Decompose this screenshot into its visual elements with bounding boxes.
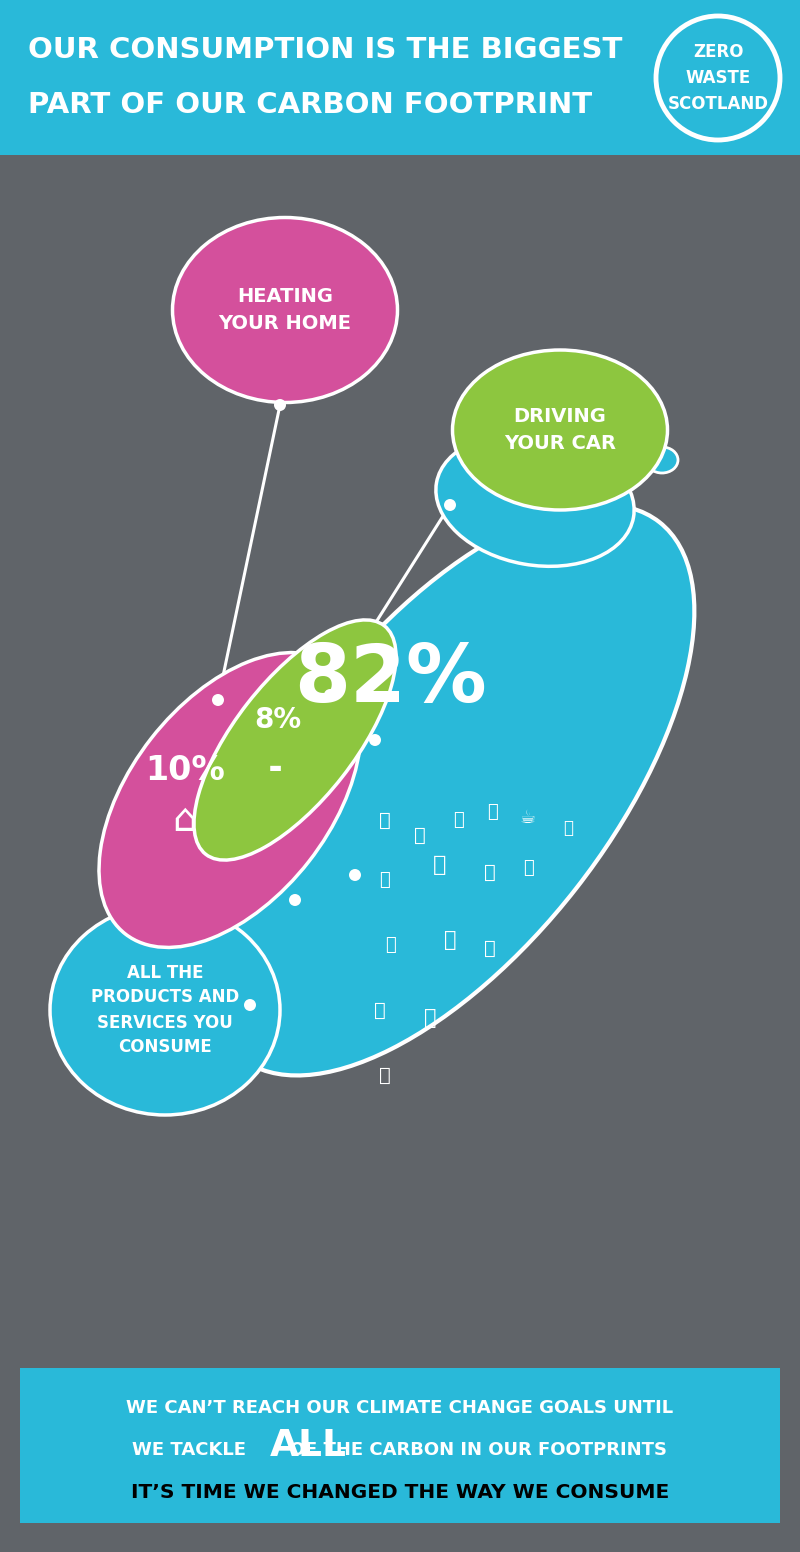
Circle shape — [289, 894, 301, 906]
Text: 📚: 📚 — [379, 810, 391, 829]
Circle shape — [349, 869, 361, 882]
Bar — [20, 1367, 780, 1523]
Text: IT’S TIME WE CHANGED THE WAY WE CONSUME: IT’S TIME WE CHANGED THE WAY WE CONSUME — [131, 1484, 669, 1502]
Text: 🍗: 🍗 — [484, 939, 496, 958]
Circle shape — [324, 689, 336, 702]
Text: 👕: 👕 — [385, 936, 395, 954]
Text: 👕: 👕 — [380, 871, 390, 889]
Text: ZERO
WASTE
SCOTLAND: ZERO WASTE SCOTLAND — [667, 42, 769, 113]
Circle shape — [369, 734, 381, 747]
Text: 🎧: 🎧 — [486, 802, 498, 821]
Text: WE CAN’T REACH OUR CLIMATE CHANGE GOALS UNTIL: WE CAN’T REACH OUR CLIMATE CHANGE GOALS … — [126, 1398, 674, 1417]
Ellipse shape — [453, 351, 667, 511]
Text: 👟: 👟 — [424, 1007, 436, 1027]
Text: 8%: 8% — [254, 706, 302, 734]
Text: 🕑: 🕑 — [563, 819, 573, 837]
Ellipse shape — [173, 217, 398, 402]
Text: 10%: 10% — [145, 754, 225, 787]
Ellipse shape — [194, 619, 396, 860]
Text: 📱: 📱 — [453, 812, 463, 829]
Ellipse shape — [615, 425, 653, 455]
Ellipse shape — [99, 652, 361, 947]
Text: 💻: 💻 — [379, 1066, 391, 1085]
Text: 🖥: 🖥 — [434, 855, 446, 875]
Ellipse shape — [206, 504, 694, 1076]
Text: 🍍: 🍍 — [484, 863, 496, 882]
Ellipse shape — [578, 411, 618, 444]
Ellipse shape — [436, 433, 634, 566]
Circle shape — [212, 694, 224, 706]
Ellipse shape — [50, 905, 280, 1114]
Text: ALL THE
PRODUCTS AND
SERVICES YOU
CONSUME: ALL THE PRODUCTS AND SERVICES YOU CONSUM… — [91, 964, 239, 1057]
Circle shape — [656, 16, 780, 140]
Text: ALL: ALL — [270, 1428, 346, 1464]
Text: OUR CONSUMPTION IS THE BIGGEST: OUR CONSUMPTION IS THE BIGGEST — [28, 36, 622, 64]
Circle shape — [274, 399, 286, 411]
Bar — [0, 0, 800, 155]
Text: ▬: ▬ — [269, 760, 282, 774]
Text: ☕: ☕ — [520, 809, 536, 827]
Text: DRIVING
YOUR CAR: DRIVING YOUR CAR — [504, 407, 616, 453]
Text: HEATING
YOUR HOME: HEATING YOUR HOME — [218, 287, 351, 332]
Ellipse shape — [536, 414, 580, 450]
Text: 🍎: 🍎 — [414, 826, 426, 844]
Circle shape — [444, 500, 456, 511]
Ellipse shape — [646, 447, 678, 473]
Circle shape — [244, 999, 256, 1010]
Text: WE TACKLE       OF THE CARBON IN OUR FOOTPRINTS: WE TACKLE OF THE CARBON IN OUR FOOTPRINT… — [133, 1440, 667, 1459]
Text: PART OF OUR CARBON FOOTPRINT: PART OF OUR CARBON FOOTPRINT — [28, 92, 592, 120]
Ellipse shape — [484, 438, 536, 480]
Text: 🖥: 🖥 — [444, 930, 456, 950]
Text: ⌂: ⌂ — [173, 801, 198, 840]
Text: 📷: 📷 — [374, 1001, 386, 1020]
Text: 82%: 82% — [294, 641, 486, 719]
Text: 🍾: 🍾 — [522, 858, 534, 877]
